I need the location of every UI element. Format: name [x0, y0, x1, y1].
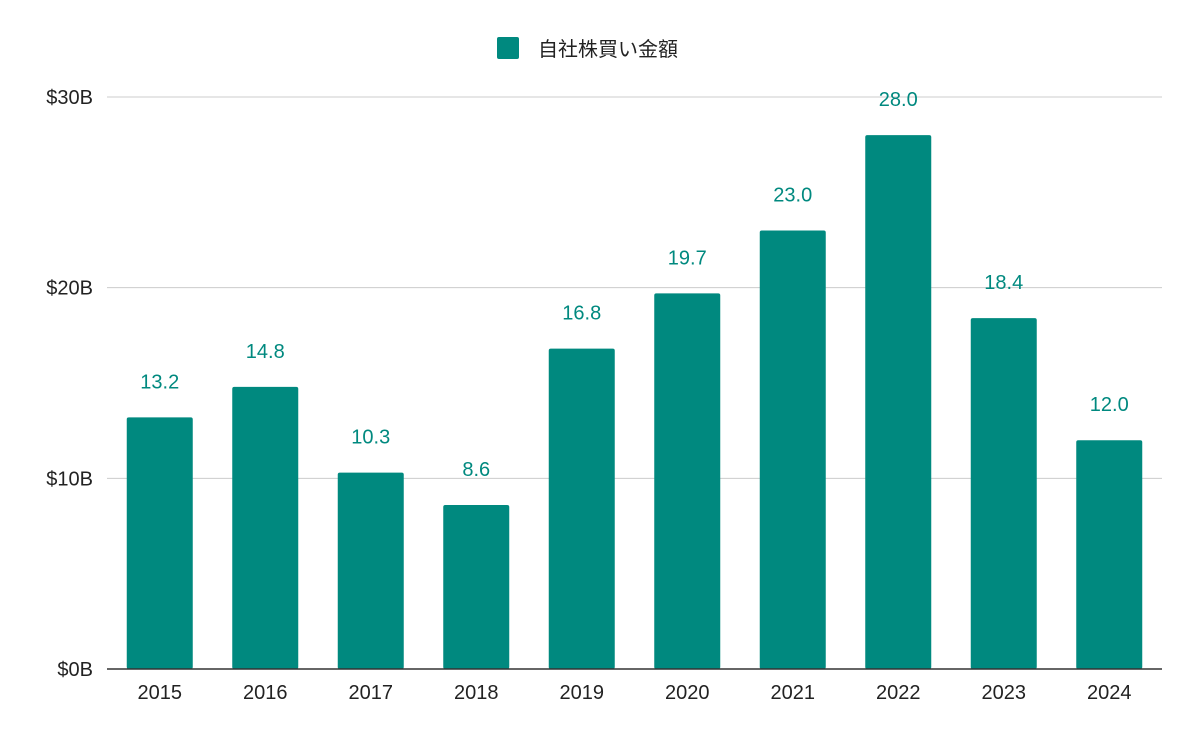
data-label: 18.4	[984, 272, 1023, 294]
data-label: 23.0	[773, 184, 812, 206]
data-labels: 13.2 14.8 10.3 8.6 16.8 19.7 23.0 28.0 18.4 12.0	[140, 89, 1128, 481]
y-tick-label: $20B	[46, 278, 93, 300]
data-label: 16.8	[562, 303, 601, 325]
data-label: 8.6	[462, 459, 490, 481]
bar	[1076, 440, 1143, 669]
bar	[126, 417, 193, 669]
x-tick-label: 2015	[138, 682, 183, 704]
bar	[759, 230, 826, 669]
legend-label: 自社株買い金額	[538, 38, 678, 61]
bar	[232, 386, 299, 669]
x-tick-label: 2017	[349, 682, 394, 704]
x-tick-label: 2024	[1087, 682, 1132, 704]
bar	[654, 293, 721, 669]
x-tick-label: 2019	[560, 682, 605, 704]
data-label: 28.0	[879, 89, 918, 111]
bar	[865, 135, 932, 670]
data-label: 12.0	[1090, 394, 1129, 416]
x-tick-label: 2020	[665, 682, 710, 704]
bar	[337, 472, 404, 669]
x-axis-ticks: 2015 2016 2017 2018 2019 2020 2021 2022 2023 2024	[138, 682, 1132, 704]
data-label: 19.7	[668, 247, 707, 269]
data-label: 10.3	[351, 427, 390, 449]
x-tick-label: 2021	[771, 682, 816, 704]
x-tick-label: 2016	[243, 682, 288, 704]
data-label: 13.2	[140, 371, 179, 393]
bars	[126, 135, 1143, 670]
legend: 自社株買い金額	[497, 37, 678, 61]
data-label: 14.8	[246, 341, 285, 363]
x-tick-label: 2023	[982, 682, 1027, 704]
y-axis-ticks: $0B $10B $20B $30B	[46, 87, 93, 681]
x-tick-label: 2018	[454, 682, 499, 704]
bar	[443, 505, 510, 669]
x-tick-label: 2022	[876, 682, 921, 704]
y-tick-label: $10B	[46, 468, 93, 490]
y-tick-label: $30B	[46, 87, 93, 109]
bar	[970, 318, 1037, 669]
bar	[548, 348, 615, 669]
legend-swatch	[497, 37, 519, 59]
y-tick-label: $0B	[57, 659, 93, 681]
